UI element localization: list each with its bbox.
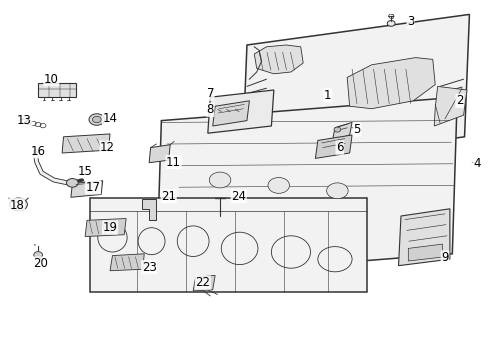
Polygon shape (254, 45, 303, 74)
Text: 17: 17 (85, 181, 100, 194)
Polygon shape (398, 209, 449, 266)
Text: 19: 19 (102, 221, 117, 234)
Polygon shape (207, 90, 273, 133)
Polygon shape (149, 145, 170, 163)
Polygon shape (38, 83, 76, 97)
Text: 22: 22 (195, 276, 210, 289)
Text: 16: 16 (31, 145, 45, 158)
Polygon shape (332, 122, 351, 140)
Polygon shape (242, 14, 468, 167)
Text: 2: 2 (455, 94, 463, 107)
Text: 15: 15 (78, 165, 93, 177)
Text: 9: 9 (440, 251, 448, 264)
Text: 12: 12 (100, 141, 115, 154)
Circle shape (333, 127, 340, 132)
Text: 10: 10 (44, 73, 59, 86)
Text: 4: 4 (472, 157, 480, 170)
Text: 7: 7 (206, 87, 214, 100)
Text: 18: 18 (10, 199, 24, 212)
Text: 24: 24 (231, 190, 245, 203)
Text: 1: 1 (323, 89, 331, 102)
Text: 13: 13 (17, 114, 32, 127)
Text: 21: 21 (161, 190, 176, 203)
Circle shape (66, 179, 78, 187)
Circle shape (92, 116, 101, 123)
Polygon shape (85, 219, 126, 237)
Polygon shape (142, 199, 156, 220)
Polygon shape (156, 97, 456, 277)
Polygon shape (407, 244, 442, 261)
Polygon shape (110, 254, 144, 271)
Circle shape (326, 183, 347, 199)
Text: 3: 3 (406, 15, 414, 28)
Polygon shape (71, 181, 102, 197)
Text: 23: 23 (142, 261, 156, 274)
Polygon shape (315, 135, 351, 158)
Polygon shape (433, 86, 466, 126)
Polygon shape (193, 275, 215, 291)
Text: 20: 20 (33, 257, 48, 270)
Circle shape (34, 252, 42, 258)
Text: 6: 6 (335, 141, 343, 154)
Polygon shape (90, 198, 366, 292)
Circle shape (209, 172, 230, 188)
Polygon shape (346, 58, 434, 109)
Text: 8: 8 (206, 103, 214, 116)
Text: 11: 11 (166, 156, 181, 168)
Circle shape (89, 114, 104, 125)
Text: 5: 5 (352, 123, 360, 136)
Circle shape (386, 21, 394, 26)
Text: 14: 14 (102, 112, 117, 125)
Circle shape (10, 198, 27, 211)
Circle shape (267, 177, 289, 193)
Polygon shape (62, 134, 110, 153)
Circle shape (15, 202, 22, 207)
Polygon shape (212, 101, 249, 126)
